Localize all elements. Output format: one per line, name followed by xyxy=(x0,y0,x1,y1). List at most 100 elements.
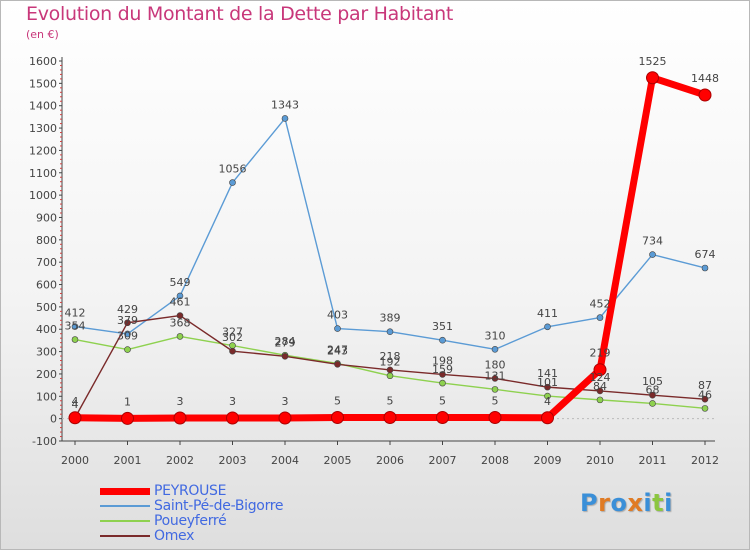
data-point-peyrouse xyxy=(436,411,449,425)
data-label-saint-pe-de-bigorre: 411 xyxy=(537,307,558,320)
data-point-poueyferre xyxy=(124,346,131,353)
y-tick-label: 700 xyxy=(36,256,57,269)
x-tick-label: 2007 xyxy=(429,454,457,467)
data-point-peyrouse xyxy=(331,411,344,425)
data-point-peyrouse xyxy=(68,411,82,425)
data-label-poueyferre: 247 xyxy=(327,343,348,356)
data-point-poueyferre xyxy=(544,392,551,400)
data-label-omex: 4 xyxy=(72,398,79,411)
data-point-peyrouse xyxy=(646,71,659,85)
data-point-saint-pe-de-bigorre xyxy=(334,325,341,332)
data-label-omex: 243 xyxy=(327,344,348,357)
y-tick-label: -100 xyxy=(32,435,57,448)
y-tick-label: 200 xyxy=(36,368,57,381)
data-label-poueyferre: 84 xyxy=(593,380,607,393)
legend-swatch-omex xyxy=(100,535,150,537)
y-tick-label: 1000 xyxy=(29,189,57,202)
x-tick-label: 2008 xyxy=(481,454,509,467)
data-point-poueyferre xyxy=(491,386,499,393)
y-tick-label: 100 xyxy=(36,390,57,403)
data-point-saint-pe-de-bigorre xyxy=(596,314,604,321)
data-point-peyrouse xyxy=(698,88,712,102)
data-point-omex xyxy=(334,361,341,368)
data-point-poueyferre xyxy=(176,333,184,340)
data-label-saint-pe-de-bigorre: 674 xyxy=(695,248,716,261)
data-point-poueyferre xyxy=(596,396,604,404)
data-point-saint-pe-de-bigorre xyxy=(439,336,446,344)
data-point-saint-pe-de-bigorre xyxy=(176,292,184,300)
data-point-omex xyxy=(386,366,394,374)
y-tick-label: 1300 xyxy=(29,122,57,135)
data-point-peyrouse xyxy=(541,411,554,425)
data-point-omex xyxy=(229,347,236,355)
data-label-saint-pe-de-bigorre: 412 xyxy=(65,307,86,320)
data-labels: 4 1 3 3 3 5 5 5 5 4 219 1525 1448 412 379 549 1056 1343 40… xyxy=(65,55,720,411)
data-label-peyrouse: 4 xyxy=(72,395,79,408)
data-label-saint-pe-de-bigorre: 389 xyxy=(380,312,401,325)
data-label-poueyferre: 284 xyxy=(275,335,296,348)
legend-swatch-peyrouse xyxy=(100,488,150,495)
data-label-omex: 302 xyxy=(222,331,243,344)
legend-label-omex: Omex xyxy=(154,528,195,544)
data-label-poueyferre: 327 xyxy=(222,326,243,339)
data-label-saint-pe-de-bigorre: 452 xyxy=(590,298,611,311)
x-tick-label: 2005 xyxy=(324,454,352,467)
data-label-saint-pe-de-bigorre: 351 xyxy=(432,320,453,333)
logo-letter: P xyxy=(580,489,599,517)
legend-item-omex: Omex xyxy=(100,528,360,544)
data-label-peyrouse: 4 xyxy=(544,395,551,408)
data-label-saint-pe-de-bigorre: 1056 xyxy=(219,163,247,176)
data-label-poueyferre: 192 xyxy=(380,356,401,369)
data-label-omex: 124 xyxy=(590,371,611,384)
data-label-poueyferre: 68 xyxy=(646,383,660,396)
data-label-omex: 461 xyxy=(170,296,191,309)
x-tick-label: 2012 xyxy=(691,454,719,467)
data-label-saint-pe-de-bigorre: 310 xyxy=(485,329,506,342)
y-tick-label: 1500 xyxy=(29,77,57,90)
data-point-saint-pe-de-bigorre xyxy=(701,264,709,272)
y-tick-label: 300 xyxy=(36,346,57,359)
logo-letter: i xyxy=(664,489,673,517)
data-point-omex xyxy=(491,375,499,382)
logo-letter: x xyxy=(627,489,644,517)
data-point-saint-pe-de-bigorre xyxy=(124,330,131,338)
data-point-saint-pe-de-bigorre xyxy=(71,323,79,330)
data-point-omex xyxy=(281,352,289,360)
data-label-omex: 105 xyxy=(642,375,663,388)
proxiti-logo: Proxiti xyxy=(580,489,673,517)
data-point-omex xyxy=(649,391,656,399)
x-tick-label: 2006 xyxy=(376,454,404,467)
x-tick-label: 2009 xyxy=(534,454,562,467)
x-tick-label: 2001 xyxy=(114,454,142,467)
data-point-saint-pe-de-bigorre xyxy=(281,115,289,122)
data-point-saint-pe-de-bigorre xyxy=(649,251,656,258)
x-tick-label: 2011 xyxy=(639,454,667,467)
data-label-peyrouse: 5 xyxy=(387,395,394,408)
data-point-poueyferre xyxy=(701,405,709,412)
data-point-saint-pe-de-bigorre xyxy=(491,346,499,353)
y-tick-label: 1600 xyxy=(29,55,57,68)
data-point-saint-pe-de-bigorre xyxy=(544,323,551,331)
x-tick-label: 2010 xyxy=(586,454,614,467)
data-point-omex xyxy=(701,395,709,403)
series-points xyxy=(68,71,712,425)
legend-swatch-poueyferre xyxy=(100,520,150,522)
data-point-omex xyxy=(124,319,131,327)
data-label-poueyferre: 46 xyxy=(698,388,712,401)
data-label-omex: 198 xyxy=(432,354,453,367)
data-point-poueyferre xyxy=(649,400,656,407)
legend-label-poueyferre: Poueyferré xyxy=(154,513,227,529)
x-tick-label: 2003 xyxy=(219,454,247,467)
data-point-peyrouse xyxy=(488,411,502,425)
data-label-peyrouse: 1448 xyxy=(691,72,719,85)
data-label-saint-pe-de-bigorre: 379 xyxy=(117,314,138,327)
data-label-peyrouse: 5 xyxy=(334,395,341,408)
data-point-peyrouse xyxy=(278,411,292,425)
data-label-omex: 141 xyxy=(537,367,558,380)
data-point-omex xyxy=(596,387,604,395)
data-label-poueyferre: 159 xyxy=(432,363,453,376)
data-label-peyrouse: 3 xyxy=(282,395,289,408)
data-label-omex: 180 xyxy=(485,358,506,371)
x-tick-label: 2000 xyxy=(61,454,89,467)
